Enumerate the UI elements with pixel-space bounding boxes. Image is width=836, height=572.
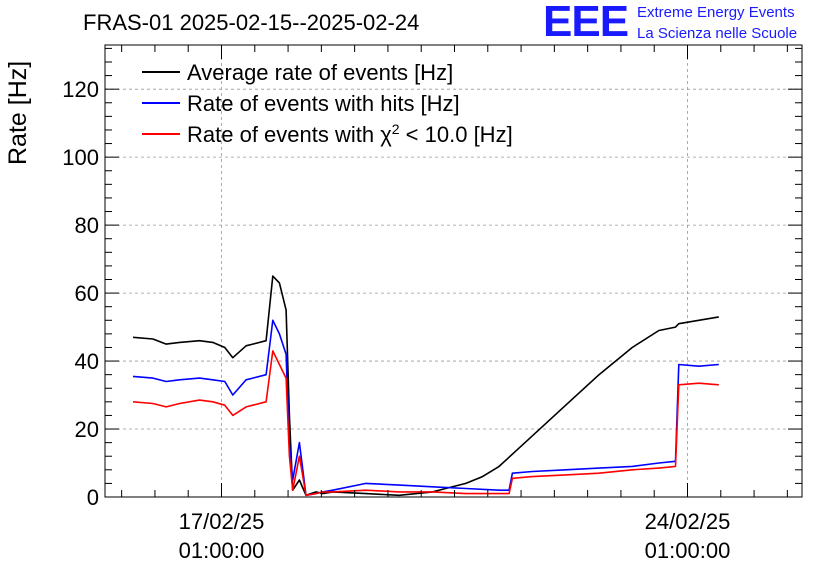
series-line-average — [132, 275, 719, 497]
series-layer — [132, 275, 719, 497]
y-tick-label: 100 — [62, 145, 99, 170]
y-tick-label: 20 — [75, 417, 99, 442]
legend-label-average: Average rate of events [Hz] — [187, 60, 453, 85]
x-tick-label-time: 01:00:00 — [645, 538, 731, 563]
y-tick-label: 0 — [87, 485, 99, 510]
logo-line-2: La Scienza nelle Scuole — [637, 25, 798, 42]
logo-line-1: Extreme Energy Events — [637, 4, 795, 21]
y-tick-label: 40 — [75, 349, 99, 374]
legend-label-chi2: Rate of events with χ2 < 10.0 [Hz] — [187, 121, 513, 147]
y-tick-label: 80 — [75, 213, 99, 238]
x-tick-label-date: 24/02/25 — [645, 509, 731, 534]
series-line-chi2 — [132, 350, 719, 497]
chart-title: FRAS-01 2025-02-15--2025-02-24 — [83, 10, 420, 35]
eee-logo: EEE — [543, 0, 629, 46]
x-tick-label-time: 01:00:00 — [179, 538, 265, 563]
plot-frame — [104, 44, 803, 498]
legend: Average rate of events [Hz] Rate of event… — [142, 60, 513, 147]
legend-label-hits: Rate of events with hits [Hz] — [187, 91, 460, 116]
x-tick-label-date: 17/02/25 — [179, 509, 265, 534]
ticks: 0 20 40 60 80 100 120 17/02/25 01:00:00 24/02/25 0… — [62, 45, 802, 563]
y-tick-label: 60 — [75, 281, 99, 306]
grid — [105, 45, 802, 497]
y-tick-label: 120 — [62, 77, 99, 102]
